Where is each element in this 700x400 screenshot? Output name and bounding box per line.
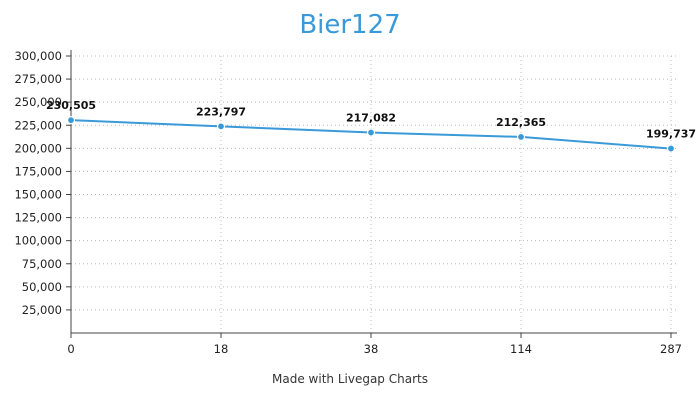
data-label: 217,082 — [346, 112, 396, 125]
x-tick-label: 0 — [67, 342, 74, 356]
grid-lines — [71, 55, 677, 333]
data-point[interactable] — [666, 144, 676, 153]
x-tick-label: 114 — [510, 342, 532, 356]
x-tick-label: 38 — [364, 342, 379, 356]
y-tick-label: 100,000 — [14, 234, 62, 248]
y-tick-label: 50,000 — [22, 280, 62, 294]
y-tick-label: 225,000 — [14, 118, 62, 132]
series-line — [66, 116, 676, 153]
y-tick-label: 175,000 — [14, 164, 62, 178]
data-point[interactable] — [366, 128, 376, 137]
y-tick-label: 75,000 — [22, 257, 62, 271]
data-label: 199,737 — [646, 128, 696, 141]
y-tick-label: 275,000 — [14, 72, 62, 86]
y-tick-label: 250,000 — [14, 95, 62, 109]
x-tick-label: 18 — [214, 342, 229, 356]
data-labels: 230,505 223,797 217,082 212,365 199,737 — [46, 99, 696, 140]
data-label: 230,505 — [46, 99, 96, 112]
data-label: 223,797 — [196, 105, 246, 118]
data-label: 212,365 — [496, 116, 546, 129]
chart-title: Bier127 — [299, 10, 401, 40]
data-point[interactable] — [516, 132, 526, 142]
y-tick-label: 300,000 — [14, 49, 62, 63]
y-tick-label: 125,000 — [14, 211, 62, 225]
x-tick-label: 287 — [660, 342, 682, 356]
data-point[interactable] — [216, 122, 226, 131]
data-point[interactable] — [66, 116, 76, 125]
y-tick-label: 25,000 — [22, 303, 62, 317]
y-tick-label: 200,000 — [14, 141, 62, 155]
y-tick-label: 150,000 — [14, 188, 62, 202]
axes: 25,000 50,000 75,000 100,000 125,000 150,000 1… — [14, 49, 682, 356]
footer-credit: Made with Livegap Charts — [272, 372, 428, 386]
